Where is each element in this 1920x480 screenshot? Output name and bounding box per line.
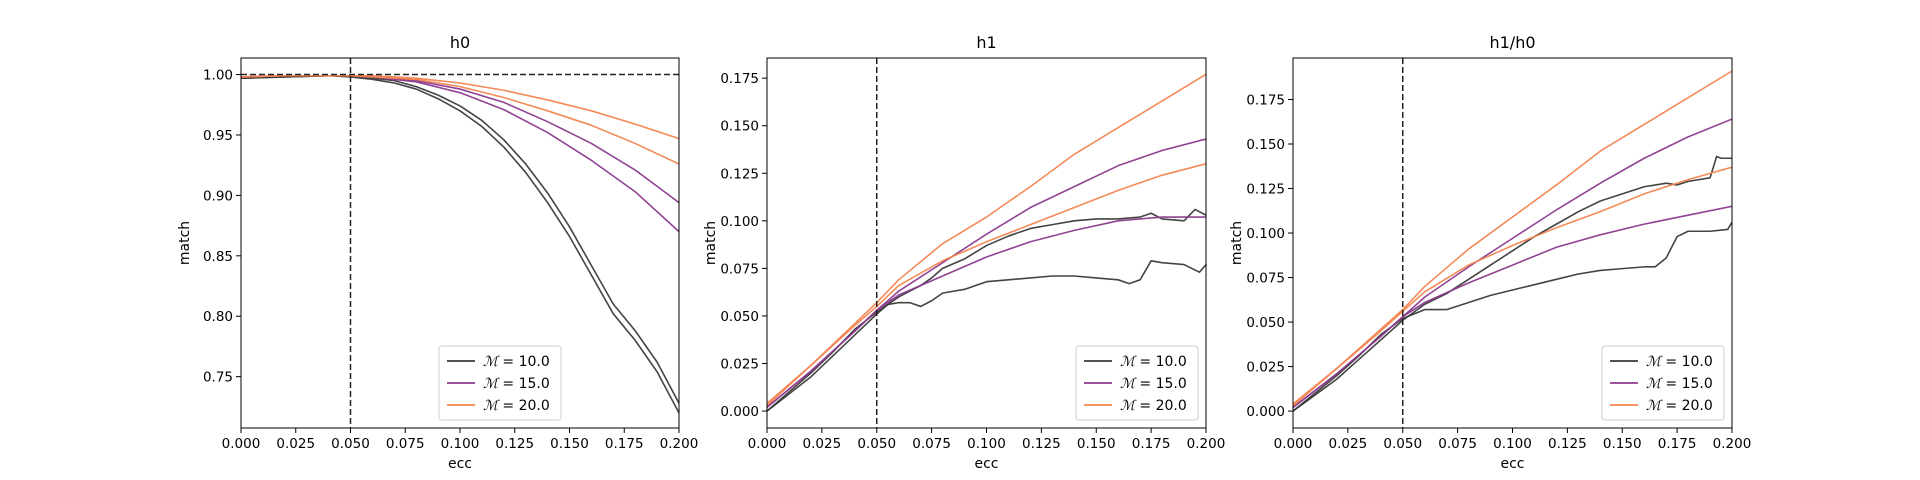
y-tick-label: 0.90 xyxy=(203,188,233,204)
legend-label: ℳ = 20.0 xyxy=(1646,398,1713,414)
y-tick-label: 0.125 xyxy=(1246,182,1285,198)
y-axis-label: match xyxy=(703,221,719,265)
x-tick-label: 0.200 xyxy=(1187,436,1226,452)
series-line xyxy=(1293,205,1732,409)
y-axis-label: match xyxy=(1229,221,1245,265)
y-tick-label: 0.050 xyxy=(720,309,759,325)
y-tick-label: 0.075 xyxy=(1246,271,1285,287)
legend-label: ℳ = 10.0 xyxy=(483,354,550,370)
x-tick-label: 0.025 xyxy=(803,436,842,452)
y-tick-label: 0.025 xyxy=(720,357,759,373)
legend: ℳ = 10.0 ℳ = 15.0 ℳ = 20.0 xyxy=(1601,345,1725,421)
x-tick-label: 0.100 xyxy=(967,436,1006,452)
y-tick-label: 0.175 xyxy=(1246,92,1285,108)
y-tick-label: 0.000 xyxy=(1246,404,1285,420)
y-tick-label: 0.95 xyxy=(203,128,233,144)
y-tick-label: 0.100 xyxy=(1246,226,1285,242)
legend-label: ℳ = 20.0 xyxy=(483,398,550,414)
x-tick-label: 0.125 xyxy=(495,436,534,452)
y-tick-label: 0.100 xyxy=(720,214,759,230)
x-tick-label: 0.075 xyxy=(912,436,951,452)
x-axis-label: ecc xyxy=(1500,456,1524,472)
series-line xyxy=(1293,166,1732,405)
x-tick-label: 0.150 xyxy=(1603,436,1642,452)
y-tick-label: 0.075 xyxy=(720,261,759,277)
chart-panel-1: h0 0.000 0.025 0.050 0.075 0.100 0.125 0.150 0.1… xyxy=(177,33,698,472)
chart-title: h1/h0 xyxy=(1489,33,1535,52)
x-tick-label: 0.050 xyxy=(1383,436,1422,452)
chart-title: h0 xyxy=(450,33,470,52)
y-tick-label: 1.00 xyxy=(203,68,233,84)
legend-label: ℳ = 10.0 xyxy=(1646,354,1713,370)
x-tick-label: 0.200 xyxy=(1713,436,1752,452)
legend-label: ℳ = 15.0 xyxy=(483,376,550,392)
x-axis-label: ecc xyxy=(974,456,998,472)
y-tick-label: 0.050 xyxy=(1246,315,1285,331)
x-tick-label: 0.025 xyxy=(1329,436,1368,452)
x-tick-label: 0.125 xyxy=(1548,436,1587,452)
x-tick-label: 0.000 xyxy=(222,436,261,452)
series-line xyxy=(1293,70,1732,407)
y-tick-label: 0.000 xyxy=(720,404,759,420)
y-tick-label: 0.175 xyxy=(720,71,759,87)
x-tick-label: 0.175 xyxy=(1132,436,1171,452)
y-tick-label: 0.150 xyxy=(1246,137,1285,153)
legend-label: ℳ = 15.0 xyxy=(1120,376,1187,392)
x-tick-label: 0.000 xyxy=(1274,436,1313,452)
x-tick-label: 0.025 xyxy=(276,436,315,452)
legend-box xyxy=(1601,345,1725,421)
x-tick-label: 0.100 xyxy=(1493,436,1532,452)
x-tick-label: 0.150 xyxy=(550,436,589,452)
series-group xyxy=(1293,70,1732,412)
y-tick-label: 0.75 xyxy=(203,370,233,386)
series-line xyxy=(241,74,679,165)
x-tick-label: 0.175 xyxy=(605,436,644,452)
y-tick-label: 0.85 xyxy=(203,249,233,265)
series-line xyxy=(767,216,1206,408)
series-line xyxy=(767,162,1206,405)
x-tick-label: 0.075 xyxy=(386,436,425,452)
series-line xyxy=(241,74,679,233)
y-tick-label: 0.80 xyxy=(203,309,233,325)
chart-panel-3: h1/h0 0.000 0.025 0.050 0.075 0.100 0.125 0.150… xyxy=(1229,33,1751,472)
x-tick-label: 0.200 xyxy=(660,436,699,452)
legend: ℳ = 10.0 ℳ = 15.0 ℳ = 20.0 xyxy=(438,345,562,421)
series-line xyxy=(241,74,679,204)
legend-box xyxy=(1075,345,1199,421)
x-tick-label: 0.050 xyxy=(857,436,896,452)
x-tick-label: 0.125 xyxy=(1022,436,1061,452)
y-axis-label: match xyxy=(177,221,193,265)
series-line xyxy=(1293,155,1732,412)
series-line xyxy=(1293,221,1732,412)
legend-box xyxy=(438,345,562,421)
chart-title: h1 xyxy=(976,33,996,52)
x-tick-label: 0.000 xyxy=(748,436,787,452)
x-axis-label: ecc xyxy=(448,456,472,472)
series-line xyxy=(241,74,679,140)
y-tick-label: 0.025 xyxy=(1246,360,1285,376)
legend-label: ℳ = 10.0 xyxy=(1120,354,1187,370)
legend: ℳ = 10.0 ℳ = 15.0 ℳ = 20.0 xyxy=(1075,345,1199,421)
legend-label: ℳ = 20.0 xyxy=(1120,398,1187,414)
y-tick-label: 0.150 xyxy=(720,119,759,135)
chart-panel-2: h1 0.000 0.025 0.050 0.075 0.100 0.125 0.150 0.1… xyxy=(703,33,1225,472)
x-tick-label: 0.175 xyxy=(1658,436,1697,452)
x-tick-label: 0.075 xyxy=(1438,436,1477,452)
x-tick-label: 0.100 xyxy=(441,436,480,452)
series-line xyxy=(767,73,1206,406)
legend-label: ℳ = 15.0 xyxy=(1646,376,1713,392)
series-line xyxy=(767,208,1206,412)
x-tick-label: 0.050 xyxy=(331,436,370,452)
series-group xyxy=(767,73,1206,412)
x-tick-label: 0.150 xyxy=(1077,436,1116,452)
y-tick-label: 0.125 xyxy=(720,166,759,182)
